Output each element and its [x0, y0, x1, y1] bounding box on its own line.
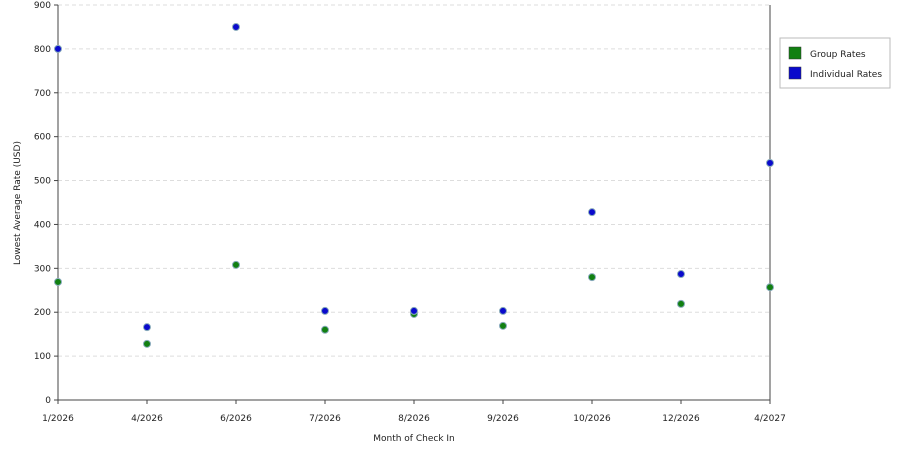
x-tick-label: 9/2026: [487, 414, 519, 424]
legend-swatch: [788, 66, 802, 80]
data-point: [766, 159, 774, 167]
y-tick-label: 600: [34, 133, 51, 143]
data-point: [677, 270, 685, 279]
data-point: [677, 299, 685, 308]
y-tick-label: 900: [34, 1, 51, 11]
y-tick-label: 700: [34, 89, 51, 99]
y-tick-label: 300: [34, 264, 51, 274]
data-point: [588, 273, 596, 282]
x-tick-label: 8/2026: [398, 414, 430, 424]
data-point: [499, 306, 507, 315]
legend-label: Group Rates: [810, 50, 866, 60]
x-tick-label: 4/2027: [754, 414, 786, 424]
y-axis-title: Lowest Average Rate (USD): [13, 141, 23, 265]
y-tick-label: 200: [34, 308, 51, 318]
x-axis-title: Month of Check In: [373, 434, 455, 444]
x-tick-label: 10/2026: [573, 414, 611, 424]
x-tick-label: 4/2026: [131, 414, 163, 424]
legend-swatch: [788, 46, 802, 60]
data-point: [588, 208, 596, 217]
legend-label: Individual Rates: [810, 70, 882, 80]
data-point: [499, 321, 507, 330]
x-tick-label: 7/2026: [309, 414, 341, 424]
data-point: [143, 323, 151, 332]
data-point: [143, 339, 151, 348]
x-tick-label: 6/2026: [220, 414, 252, 424]
data-point: [232, 22, 240, 31]
y-tick-label: 0: [45, 396, 51, 406]
data-point: [766, 283, 774, 292]
data-point: [321, 325, 329, 334]
legend-box: [779, 37, 891, 89]
x-tick-label: 1/2026: [42, 414, 74, 424]
data-point: [410, 306, 418, 315]
data-point: [232, 260, 240, 269]
y-tick-label: 100: [34, 352, 51, 362]
y-tick-label: 500: [34, 177, 51, 187]
data-point: [54, 44, 62, 53]
data-point: [54, 277, 62, 286]
x-tick-label: 12/2026: [662, 414, 700, 424]
y-tick-label: 800: [34, 45, 51, 55]
data-point: [321, 306, 329, 315]
y-tick-label: 400: [34, 220, 51, 230]
